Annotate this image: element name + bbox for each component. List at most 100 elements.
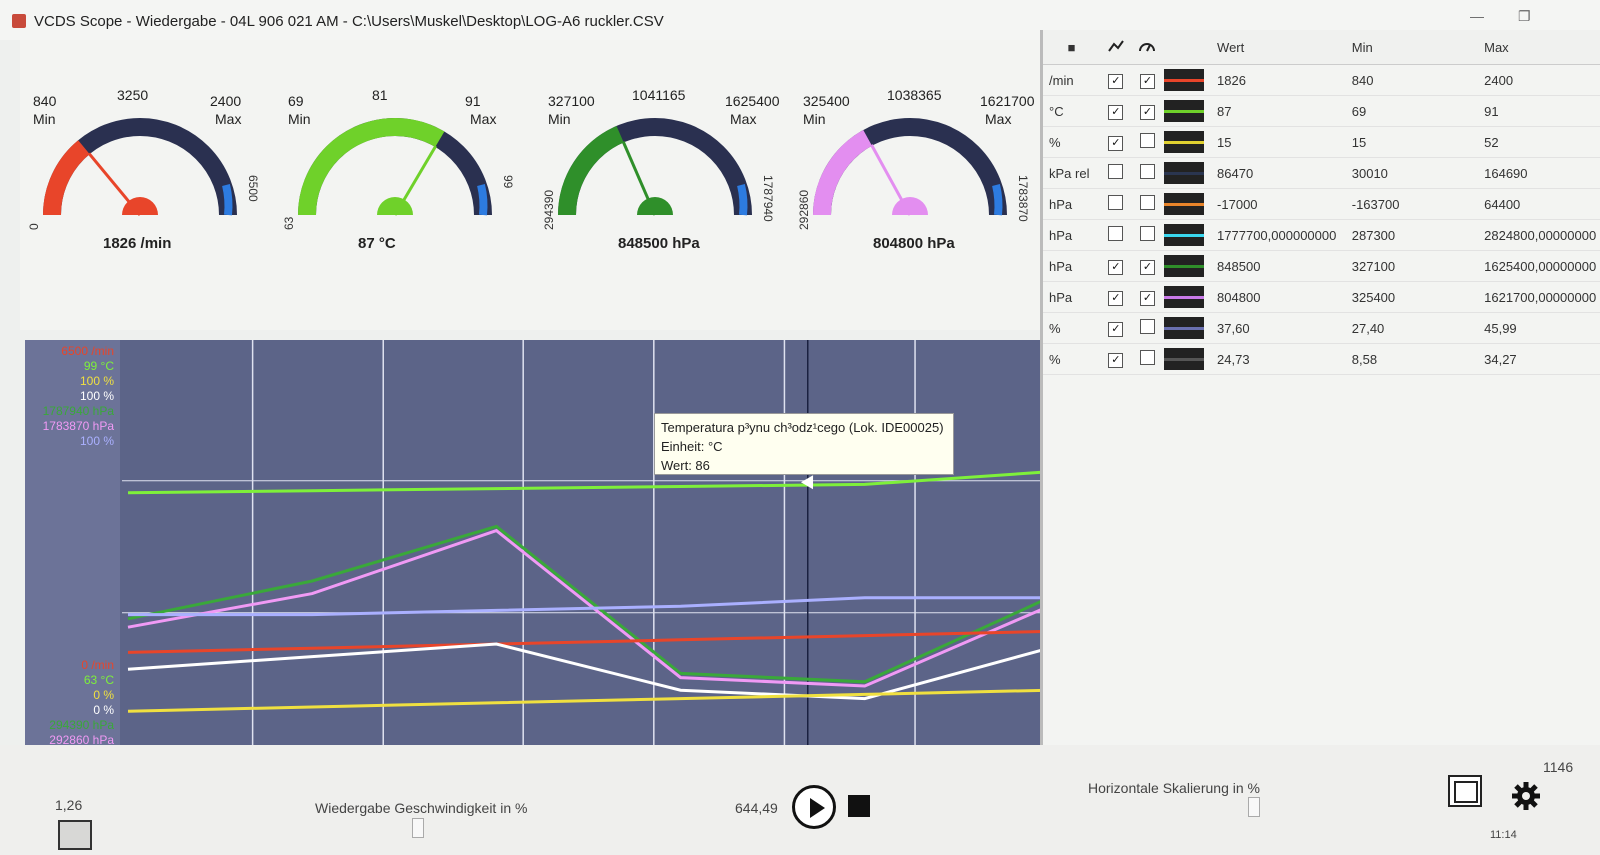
table-row[interactable]: hPa 1777700,000000000 287300 2824800,000000… (1043, 219, 1600, 251)
select-all-icon[interactable]: ■ (1067, 39, 1076, 55)
axis-min-label: 0 % (93, 703, 114, 717)
wert-cell: 24,73 (1211, 343, 1346, 375)
gauge-min-label: Min (33, 111, 56, 127)
gauge-checkbox[interactable] (1139, 350, 1155, 365)
table-row[interactable]: °C ✓ ✓ 87 69 91 (1043, 95, 1600, 127)
color-swatch[interactable] (1164, 317, 1205, 339)
gauge-dial (298, 118, 492, 216)
axis-max-label: 99 °C (83, 359, 114, 373)
gauge-range-low: 0 (27, 223, 41, 230)
gauge-checkbox[interactable] (1139, 195, 1155, 210)
table-row[interactable]: kPa rel 86470 30010 164690 (1043, 157, 1600, 189)
wert-cell: 15 (1211, 126, 1346, 158)
gauge-3: 327100 Min 1041165 1625400 Max 294390 1787940 8… (542, 87, 780, 305)
gauge-dial (43, 118, 237, 216)
folder-icon[interactable] (58, 820, 92, 850)
graph-checkbox[interactable]: ✓ (1108, 352, 1124, 368)
table-row[interactable]: % ✓ 24,73 8,58 34,27 (1043, 343, 1600, 375)
graph-checkbox[interactable]: ✓ (1108, 73, 1124, 89)
color-swatch[interactable] (1164, 286, 1205, 308)
series-line-3[interactable] (127, 528, 1050, 688)
series-line-4[interactable] (128, 596, 1049, 617)
graph-checkbox[interactable]: ✓ (1108, 135, 1124, 151)
series-line-6[interactable] (127, 642, 1050, 701)
graph-checkbox[interactable]: ✓ (1108, 321, 1124, 337)
gauge-checkbox[interactable]: ✓ (1139, 290, 1155, 306)
graph-checkbox[interactable]: ✓ (1108, 104, 1124, 120)
color-swatch[interactable] (1164, 100, 1205, 122)
series-line-5[interactable] (127, 629, 1050, 654)
gauge-checkbox[interactable] (1139, 226, 1155, 241)
graph-checkbox[interactable] (1108, 195, 1124, 210)
table-row[interactable]: % ✓ 37,60 27,40 45,99 (1043, 312, 1600, 344)
hscale-slider[interactable] (1248, 797, 1260, 817)
series-line-2[interactable] (127, 524, 1050, 684)
speed-label: Wiedergabe Geschwindigkeit in % (315, 800, 528, 816)
gauge-checkbox[interactable]: ✓ (1139, 104, 1155, 120)
gauge-checkbox[interactable] (1139, 164, 1155, 179)
min-cell: 840 (1345, 64, 1479, 96)
axis-max-label: 100 % (79, 434, 114, 448)
gauge-checkbox[interactable]: ✓ (1139, 73, 1155, 89)
axis-min-label: 0 /min (81, 658, 114, 672)
color-swatch[interactable] (1164, 69, 1205, 91)
series-line-7[interactable] (127, 688, 1050, 713)
gauge-icon (1139, 42, 1156, 51)
left-value: 1,26 (55, 797, 83, 813)
graph-checkbox[interactable]: ✓ (1108, 290, 1124, 306)
color-swatch[interactable] (1164, 348, 1205, 370)
chart-axis-labels: 6500 /min 99 °C 100 % 100 % 1787940 hPa 17838… (25, 340, 120, 780)
gauge-min-label: Min (288, 111, 311, 127)
color-swatch[interactable] (1164, 193, 1205, 215)
stop-button[interactable] (848, 795, 870, 817)
color-swatch[interactable] (1164, 131, 1205, 153)
window-title: VCDS Scope - Wiedergabe - 04L 906 021 AM… (34, 13, 664, 30)
min-cell: 287300 (1345, 219, 1479, 251)
gauge-max-label: Max (215, 111, 242, 127)
gauge-current-value: 87 °C (358, 235, 396, 252)
axis-min-label: 0 % (93, 688, 114, 702)
min-cell: 30010 (1345, 157, 1479, 189)
clock: 11:14 (1490, 829, 1517, 841)
select-all-header[interactable]: ■ (1043, 30, 1101, 65)
minimize-button[interactable]: — (1470, 8, 1484, 24)
channel-table: ■ Wert Min Max /min ✓ ✓ 1826 840 2400 °C ✓ ✓ 87 69… (1043, 30, 1600, 375)
color-swatch[interactable] (1164, 255, 1205, 277)
play-button[interactable] (792, 785, 836, 829)
restore-button[interactable]: ❐ (1518, 8, 1531, 24)
axis-max-label: 6500 /min (61, 344, 114, 358)
unit-cell: hPa (1043, 219, 1101, 251)
gauge-checkbox[interactable]: ✓ (1139, 259, 1155, 275)
axis-max-label: 100 % (79, 374, 114, 388)
gauge-max-value: 2400 (210, 93, 242, 109)
gauge-checkbox[interactable] (1139, 319, 1155, 334)
gauge-checkbox[interactable] (1139, 133, 1155, 148)
max-header: Max (1478, 30, 1600, 65)
gauge-max-label: Max (985, 111, 1012, 127)
table-row[interactable]: /min ✓ ✓ 1826 840 2400 (1043, 64, 1600, 96)
min-cell: 325400 (1345, 281, 1479, 313)
series-line-1[interactable] (127, 470, 1050, 495)
axis-max-label: 1787940 hPa (42, 404, 114, 418)
min-cell: 27,40 (1345, 312, 1479, 344)
gear-icon[interactable] (1508, 778, 1544, 814)
chart-plot-area[interactable] (122, 340, 1055, 780)
color-swatch[interactable] (1164, 224, 1205, 246)
graph-checkbox[interactable]: ✓ (1108, 259, 1124, 275)
panel-toggle-button[interactable] (1448, 775, 1482, 807)
scope-chart[interactable]: 6500 /min 99 °C 100 % 100 % 1787940 hPa 17838… (25, 340, 1055, 780)
table-row[interactable]: hPa ✓ ✓ 804800 325400 1621700,00000000 (1043, 281, 1600, 313)
table-row[interactable]: % ✓ 15 15 52 (1043, 126, 1600, 158)
graph-checkbox[interactable] (1108, 226, 1124, 241)
min-header: Min (1345, 30, 1479, 65)
color-swatch[interactable] (1164, 162, 1205, 184)
unit-cell: % (1043, 343, 1101, 375)
speed-slider[interactable] (412, 818, 424, 838)
table-row[interactable]: hPa ✓ ✓ 848500 327100 1625400,00000000 (1043, 250, 1600, 282)
gauge-current-value: 848500 hPa (618, 235, 700, 252)
gauge-peak-value: 81 (372, 87, 388, 103)
table-row[interactable]: hPa -17000 -163700 64400 (1043, 188, 1600, 220)
gauge-range-low: 294390 (542, 189, 556, 230)
max-cell: 91 (1478, 95, 1600, 127)
graph-checkbox[interactable] (1108, 164, 1124, 179)
